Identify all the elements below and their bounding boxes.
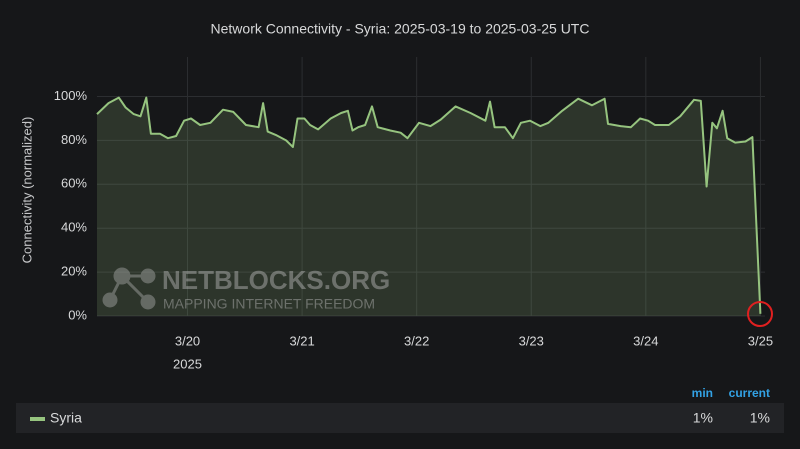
watermark: NETBLOCKS.ORG MAPPING INTERNET FREEDOM [102, 265, 390, 312]
watermark-tagline: MAPPING INTERNET FREEDOM [163, 296, 375, 312]
legend-stat: 1% [693, 410, 713, 426]
legend-label: Syria [50, 410, 82, 426]
highlight-circle [747, 301, 773, 327]
x-tick-label: 3/21 [289, 333, 314, 348]
x-tick-label: 3/22 [404, 333, 429, 348]
legend-stat: 1% [750, 410, 770, 426]
y-tick-label: 60% [61, 176, 87, 191]
x-year-label: 2025 [173, 356, 202, 371]
chart-title: Network Connectivity - Syria: 2025-03-19… [211, 21, 590, 37]
x-tick-label: 3/25 [748, 333, 773, 348]
watermark-name: NETBLOCKS.ORG [162, 265, 390, 295]
watermark-logo [102, 267, 156, 310]
legend-header: min [692, 386, 713, 400]
y-tick-label: 0% [68, 307, 87, 322]
y-tick-label: 100% [54, 88, 88, 103]
y-tick-label: 20% [61, 264, 87, 279]
legend-swatch [30, 417, 45, 421]
y-tick-label: 40% [61, 220, 87, 235]
x-tick-label: 3/20 [175, 333, 200, 348]
legend-header: current [729, 386, 770, 400]
x-tick-label: 3/23 [519, 333, 544, 348]
line [96, 96, 762, 314]
y-axis-label: Connectivity (normalized) [19, 117, 34, 264]
legend-row [16, 403, 784, 433]
y-tick-label: 80% [61, 132, 87, 147]
x-tick-label: 3/24 [633, 333, 658, 348]
area [97, 97, 761, 316]
